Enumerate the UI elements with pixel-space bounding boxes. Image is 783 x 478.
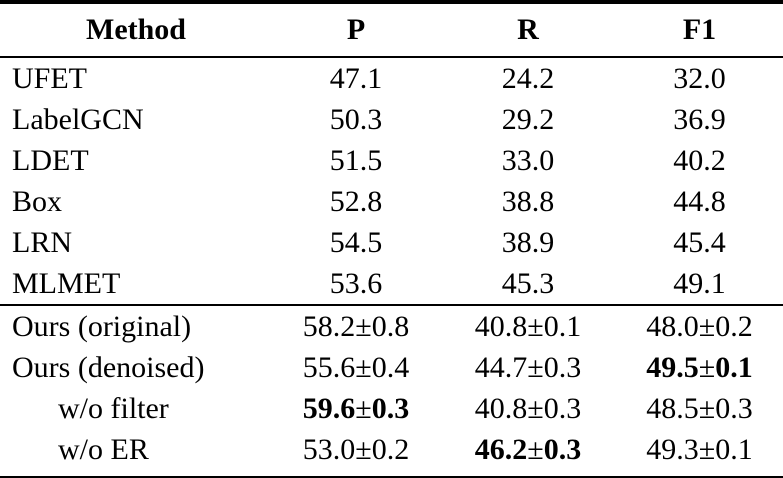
value-cell: 29.2 — [501, 102, 555, 136]
method-cell: Ours (denoised) — [12, 350, 205, 384]
value-cell: 45.3 — [501, 266, 555, 300]
value-cell: 24.2 — [501, 61, 555, 95]
method-cell: LDET — [12, 143, 89, 177]
header-row: Method P R F1 — [0, 2, 783, 58]
method-cell: LRN — [12, 225, 72, 259]
table-row: LabelGCN 50.3 29.2 36.9 — [0, 99, 783, 140]
value-cell: 49.1 — [673, 266, 726, 300]
value-cell: 59.6±0.3 — [302, 391, 410, 425]
table-row: Box 52.8 38.8 44.8 — [0, 181, 783, 222]
value-cell: 48.0±0.2 — [616, 304, 783, 347]
value-cell: 38.9 — [501, 225, 555, 259]
value-cell: 32.0 — [673, 61, 726, 95]
table-row: w/o ER 53.0±0.2 46.2±0.3 49.3±0.1 — [0, 429, 783, 478]
baselines-section: UFET 47.1 24.2 32.0 LabelGCN 50.3 29.2 36.9 LDET… — [0, 57, 783, 305]
value-cell: 40.2 — [673, 143, 726, 177]
table-row: Ours (original) 58.2±0.8 40.8±0.1 48.0±0.2 — [0, 304, 783, 347]
method-cell: MLMET — [12, 266, 121, 300]
value-cell: 33.0 — [501, 143, 555, 177]
value-cell: 54.5 — [329, 225, 383, 259]
column-header-p: P — [272, 2, 440, 58]
value-cell: 55.6±0.4 — [302, 350, 410, 384]
method-cell: Ours (original) — [0, 304, 272, 347]
table-row: LRN 54.5 38.9 45.4 — [0, 222, 783, 263]
table-row: Ours (denoised) 55.6±0.4 44.7±0.3 49.5±0.1 — [0, 347, 783, 388]
table-row: MLMET 53.6 45.3 49.1 — [0, 263, 783, 305]
value-cell: 36.9 — [673, 102, 726, 136]
method-cell: LabelGCN — [12, 102, 144, 136]
value-cell: 40.8±0.1 — [440, 304, 616, 347]
column-header-f1: F1 — [616, 2, 783, 58]
column-header-r: R — [440, 2, 616, 58]
ours-section: Ours (original) 58.2±0.8 40.8±0.1 48.0±0.2 O… — [0, 304, 783, 478]
method-cell: Box — [12, 184, 63, 218]
value-cell: 51.5 — [329, 143, 383, 177]
table-row: w/o filter 59.6±0.3 40.8±0.3 48.5±0.3 — [0, 388, 783, 429]
method-cell: w/o ER — [58, 432, 149, 466]
value-cell: 50.3 — [329, 102, 383, 136]
value-cell: 49.5±0.1 — [646, 350, 753, 384]
value-cell: 44.8 — [673, 184, 726, 218]
value-cell: 47.1 — [329, 61, 383, 95]
value-cell: 53.6 — [329, 266, 383, 300]
value-cell: 52.8 — [329, 184, 383, 218]
value-cell: 49.3±0.1 — [646, 432, 753, 466]
column-header-method: Method — [0, 2, 272, 58]
value-cell: 40.8±0.3 — [474, 391, 582, 425]
value-cell: 48.5±0.3 — [646, 391, 753, 425]
plus-minus-symbol: ± — [355, 391, 372, 425]
table-header: Method P R F1 — [0, 2, 783, 58]
method-cell: w/o filter — [58, 391, 169, 425]
method-cell: UFET — [12, 61, 87, 95]
table-row: UFET 47.1 24.2 32.0 — [0, 57, 783, 99]
plus-minus-symbol: ± — [698, 350, 716, 384]
value-cell: 46.2±0.3 — [474, 432, 582, 466]
value-cell: 38.8 — [501, 184, 555, 218]
value-cell: 45.4 — [673, 225, 726, 259]
value-cell: 44.7±0.3 — [474, 350, 582, 384]
table-row: LDET 51.5 33.0 40.2 — [0, 140, 783, 181]
value-cell: 53.0±0.2 — [302, 432, 410, 466]
plus-minus-symbol: ± — [527, 432, 544, 466]
value-cell: 58.2±0.8 — [272, 304, 440, 347]
